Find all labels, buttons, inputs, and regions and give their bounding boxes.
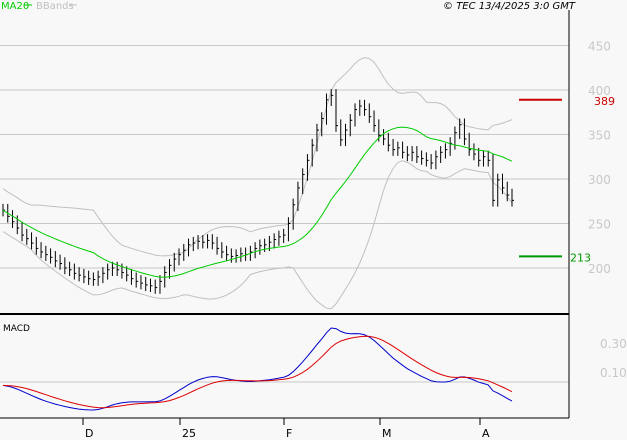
bbands-legend: BBands — [36, 1, 74, 12]
ma20-legend: MA20 — [1, 1, 29, 12]
macd-tick-label: 0.30 — [600, 337, 627, 351]
price-tick-label: 200 — [588, 262, 611, 276]
macd-tick-label: 0.10 — [600, 366, 627, 380]
bband-lower-line — [2, 160, 513, 310]
x-tick-label: A — [482, 427, 490, 440]
bband-upper-line — [2, 57, 513, 257]
price-tick-label: 450 — [588, 40, 611, 54]
macd-title: MACD — [3, 324, 30, 334]
x-tick-label: M — [382, 427, 392, 440]
resistance-label: 389 — [594, 95, 615, 108]
price-tick-label: 350 — [588, 129, 611, 143]
x-tick-label: F — [286, 427, 292, 440]
price-tick-label: 250 — [588, 218, 611, 232]
x-tick-label: 25 — [182, 427, 196, 440]
macd-signal-line — [2, 335, 513, 409]
price-tick-label: 300 — [588, 173, 611, 187]
copyright-text: © TEC 13/4/2025 3:0 GMT — [443, 1, 576, 12]
x-tick-label: D — [85, 427, 93, 440]
price-tick-label: 400 — [588, 84, 611, 98]
ma20-line — [2, 126, 513, 278]
support-label: 213 — [570, 251, 591, 264]
macd-line — [2, 327, 513, 411]
